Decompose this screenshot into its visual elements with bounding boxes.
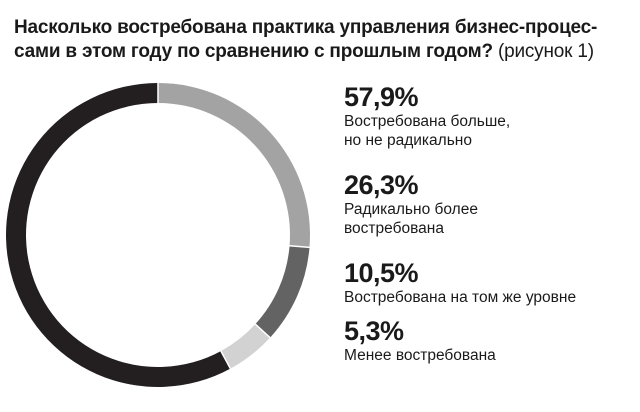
legend-item-less: 5,3% Менее востребована (344, 316, 634, 365)
legend-item-same-level: 10,5% Востребована на том же уровне (344, 258, 634, 307)
legend-item-radically-more: 26,3% Радикально более востребована (344, 170, 634, 238)
legend-value: 26,3% (344, 170, 419, 200)
legend-label-line1: Востребована на том же уровне (344, 289, 577, 306)
legend-value: 10,5% (344, 258, 419, 288)
slice-separator (254, 323, 271, 339)
legend-label-line2: востребована (344, 220, 444, 237)
legend-label-line1: Менее востребована (344, 347, 496, 364)
legend-label-line2: но не радикально (344, 132, 472, 149)
chart-title-main: Насколько востребована практика управлен… (14, 17, 598, 62)
legend-label-line1: Радикально более (344, 201, 478, 218)
slice-same-level (255, 245, 310, 338)
slice-less (220, 324, 271, 369)
legend-value: 57,9% (344, 82, 419, 112)
slice-more-not-radical (5, 83, 231, 387)
legend-item-more-not-radical: 57,9% Востребована больше, но не радикал… (344, 82, 634, 150)
chart-title: Насколько востребована практика управлен… (14, 16, 630, 64)
legend-label-line1: Востребована больше, (344, 113, 511, 130)
slice-separator (220, 350, 232, 370)
slice-radically-more (158, 83, 310, 248)
slice-separator (289, 245, 310, 249)
legend-value: 5,3% (344, 316, 404, 346)
chart-title-suffix: (рисунок 1) (497, 41, 594, 62)
